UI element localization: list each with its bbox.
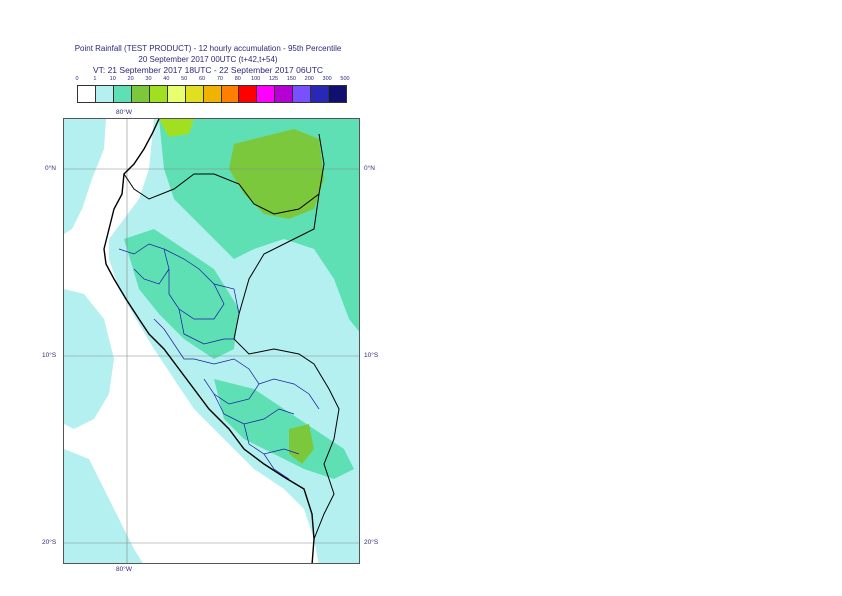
legend-threshold-label: 20 — [127, 76, 134, 82]
legend-swatch — [167, 86, 186, 102]
legend-threshold-label: 60 — [199, 76, 206, 82]
legend-swatch — [149, 86, 168, 102]
legend-threshold-label: 40 — [163, 76, 170, 82]
legend-swatch — [203, 86, 222, 102]
offshore-rain-south — [64, 449, 143, 563]
legend-swatch — [185, 86, 204, 102]
legend-swatch — [257, 86, 276, 102]
very-heavy-rain-ecuador — [159, 119, 194, 137]
legend-threshold-label: 70 — [216, 76, 223, 82]
chart-title-block: Point Rainfall (TEST PRODUCT) - 12 hourl… — [28, 43, 388, 76]
legend-swatch — [95, 86, 114, 102]
lat-label-0n-right: 0°N — [364, 165, 375, 172]
legend-color-boxes — [77, 85, 347, 103]
moderate-rain-andes-south — [214, 379, 354, 479]
legend-threshold-label: 50 — [181, 76, 188, 82]
moderate-rain-andes-north — [124, 229, 239, 359]
lat-label-10s-right: 10°S — [364, 352, 379, 359]
lat-label-0n-left: 0°N — [45, 165, 56, 172]
heavy-rain-cusco — [289, 424, 314, 464]
rainfall-map — [63, 118, 360, 564]
lon-label-bottom: 80°W — [116, 566, 132, 573]
region-boundaries — [118, 243, 320, 480]
border-peru-brazil-bolivia — [233, 193, 340, 540]
legend-swatch — [131, 86, 150, 102]
legend-threshold-label: 10 — [109, 76, 116, 82]
lat-label-20s-right: 20°S — [364, 539, 379, 546]
border-ecuador-peru — [123, 173, 214, 200]
legend-swatch — [329, 86, 347, 102]
legend-threshold-label: 80 — [234, 76, 241, 82]
coastline — [103, 119, 315, 563]
legend-threshold-label: 1 — [93, 76, 97, 82]
title-line-valid-time: VT: 21 September 2017 18UTC - 22 Septemb… — [92, 65, 324, 75]
border-ecuador-colombia — [213, 133, 325, 215]
legend-threshold-label: 150 — [286, 76, 296, 82]
legend-threshold-label: 200 — [304, 76, 314, 82]
legend-threshold-label: 500 — [340, 76, 350, 82]
lon-label-top: 80°W — [116, 109, 132, 116]
legend-swatch — [293, 86, 312, 102]
legend-threshold-label: 0 — [75, 76, 79, 82]
title-line-run: 20 September 2017 00UTC (t+42,t+54) — [138, 55, 278, 64]
offshore-rain-north — [64, 119, 106, 234]
lat-label-20s-left: 20°S — [42, 539, 57, 546]
legend-threshold-label: 125 — [268, 76, 279, 82]
legend-swatch — [239, 86, 258, 102]
title-line-product: Point Rainfall (TEST PRODUCT) - 12 hourl… — [74, 44, 342, 53]
legend-swatch — [311, 86, 330, 102]
legend-swatch — [113, 86, 132, 102]
color-legend: 0 1 10 20 30 40 50 60 70 80 100 125 150 200 300 500 — [75, 76, 350, 103]
legend-swatch — [78, 86, 96, 102]
offshore-rain-central — [64, 289, 114, 429]
legend-threshold-label: 30 — [145, 76, 152, 82]
legend-threshold-labels: 0 1 10 20 30 40 50 60 70 80 100 125 150 200 300 500 — [75, 76, 350, 85]
legend-threshold-label: 100 — [251, 76, 261, 82]
legend-swatch — [275, 86, 294, 102]
legend-threshold-label: 300 — [322, 76, 332, 82]
heavy-rain-north — [229, 129, 324, 219]
lat-label-10s-left: 10°S — [42, 352, 57, 359]
map-svg — [64, 119, 359, 563]
legend-swatch — [221, 86, 240, 102]
